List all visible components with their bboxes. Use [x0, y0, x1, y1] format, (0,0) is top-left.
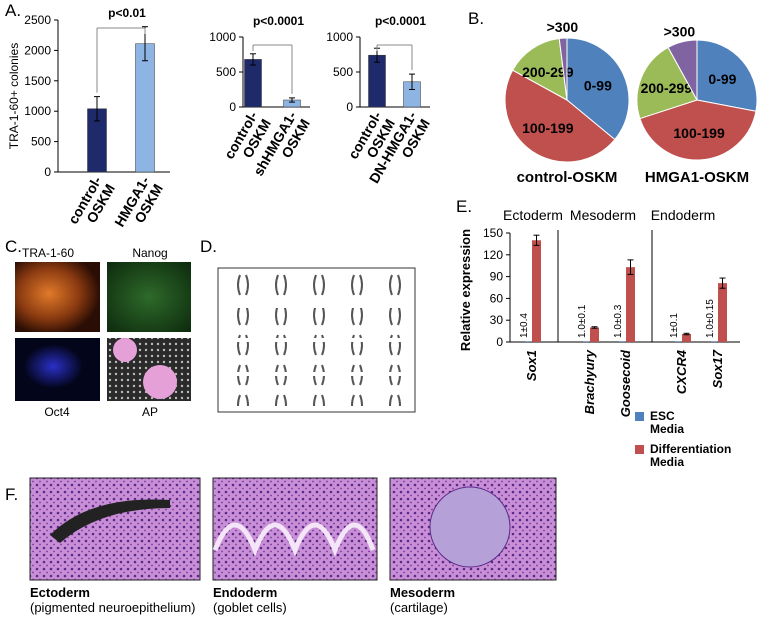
- bar: [619, 341, 625, 342]
- y-tick-label: 90: [490, 270, 504, 284]
- slice-label: >300: [664, 23, 696, 39]
- bar: [590, 327, 599, 342]
- tissue-type: (cartilage): [390, 600, 448, 615]
- tissue-layer: Mesoderm: [390, 585, 455, 600]
- y-tick-label: 500: [216, 65, 236, 79]
- legend-swatch: [635, 412, 644, 421]
- y-tick-label: 2000: [24, 43, 51, 57]
- y-tick-label: 2500: [24, 13, 51, 27]
- pie-slice: [511, 37, 568, 101]
- pie-slice: [667, 39, 698, 101]
- legend-label: Differentiation Media: [650, 442, 731, 469]
- bar: [675, 341, 681, 342]
- bar: [682, 334, 691, 342]
- histology-images: [29, 477, 557, 581]
- x-tick-label: Sox17: [710, 349, 725, 388]
- pie-slice: [639, 99, 757, 161]
- x-tick-label: control-OSKM: [65, 173, 118, 234]
- stain-label: AP: [142, 405, 158, 419]
- y-tick-label: 0: [229, 100, 236, 114]
- legend-swatch: [635, 445, 644, 454]
- pie-title: HMGA1-OSKM: [645, 169, 749, 186]
- panel-label: C.: [5, 237, 22, 256]
- slice-label: 200-299: [522, 64, 574, 80]
- slice-label: 100-199: [522, 120, 574, 136]
- x-tick-label: Goosecoid: [618, 349, 633, 417]
- y-tick-label: 150: [483, 226, 503, 240]
- y-tick-label: 1000: [326, 30, 353, 44]
- slice-label: 0-99: [708, 71, 736, 87]
- bar: [368, 54, 386, 108]
- legend-label: ESC Media: [650, 409, 684, 436]
- pie-slice: [696, 39, 758, 112]
- bar: [711, 341, 717, 342]
- y-tick-label: 500: [333, 65, 353, 79]
- stain-label: Oct4: [44, 405, 70, 419]
- tissue-layer: Ectoderm: [30, 585, 90, 600]
- bar: [626, 267, 635, 342]
- pie-slice: [504, 69, 616, 163]
- y-tick-label: 0: [346, 100, 353, 114]
- bar: [244, 59, 262, 108]
- annotation: p<0.01: [108, 6, 146, 20]
- y-tick-label: 120: [483, 248, 503, 262]
- group-label: Ectoderm: [503, 207, 563, 223]
- slice-label: 100-199: [673, 125, 725, 141]
- slice-label: >300: [547, 19, 579, 35]
- y-tick-label: 60: [490, 291, 504, 305]
- value-label: 1±0.4: [519, 313, 530, 338]
- y-tick-label: 30: [490, 313, 504, 327]
- value-label: 1±0.1: [669, 313, 680, 338]
- slice-label: 0-99: [584, 77, 612, 93]
- annotation: p<0.0001: [253, 14, 304, 28]
- panel-label: D.: [200, 237, 217, 256]
- bar: [583, 341, 589, 342]
- y-tick-label: 1500: [24, 74, 51, 88]
- annotation: p<0.0001: [375, 14, 426, 28]
- panel-label: F.: [5, 485, 18, 504]
- stain-label: TRA-1-60: [22, 246, 74, 260]
- x-tick-label: HMGA1-OSKM: [111, 173, 166, 237]
- pie-title: control-OSKM: [517, 169, 618, 186]
- panel-label: E.: [456, 197, 472, 216]
- tissue-type: (goblet cells): [213, 600, 287, 615]
- tissue-layer: Endoderm: [213, 585, 277, 600]
- tissue-type: (pigmented neuroepithelium): [30, 600, 195, 615]
- x-tick-label: Sox1: [524, 350, 539, 381]
- value-label: 1.0±0.1: [577, 304, 588, 338]
- pie-slice: [566, 37, 630, 141]
- bar: [718, 283, 727, 342]
- panel-label: B.: [468, 9, 484, 28]
- bar: [532, 240, 541, 342]
- group-label: Endoderm: [651, 207, 716, 223]
- bar: [135, 43, 155, 173]
- panel-label: A.: [5, 1, 21, 20]
- bar: [525, 341, 531, 342]
- stain-label: Nanog: [132, 246, 167, 260]
- y-tick-label: 1000: [24, 104, 51, 118]
- karyotype: [217, 267, 416, 413]
- x-tick-label: CXCR4: [674, 349, 689, 394]
- immunostaining-images: [15, 262, 191, 401]
- y-axis-label: Relative expression: [458, 229, 473, 351]
- y-tick-label: 0: [44, 165, 51, 179]
- pie-slice: [558, 37, 568, 101]
- pie-slice: [636, 46, 698, 120]
- y-axis-label: TRA-1-60+ colonies: [7, 43, 21, 149]
- value-label: 1.0±0.3: [613, 304, 624, 338]
- value-label: 1.0±0.15: [705, 299, 716, 338]
- slice-label: 200-299: [641, 80, 693, 96]
- y-tick-label: 500: [31, 135, 51, 149]
- group-label: Mesoderm: [570, 207, 636, 223]
- y-tick-label: 1000: [209, 30, 236, 44]
- x-tick-label: Brachyury: [582, 349, 597, 414]
- y-tick-label: 0: [496, 335, 503, 349]
